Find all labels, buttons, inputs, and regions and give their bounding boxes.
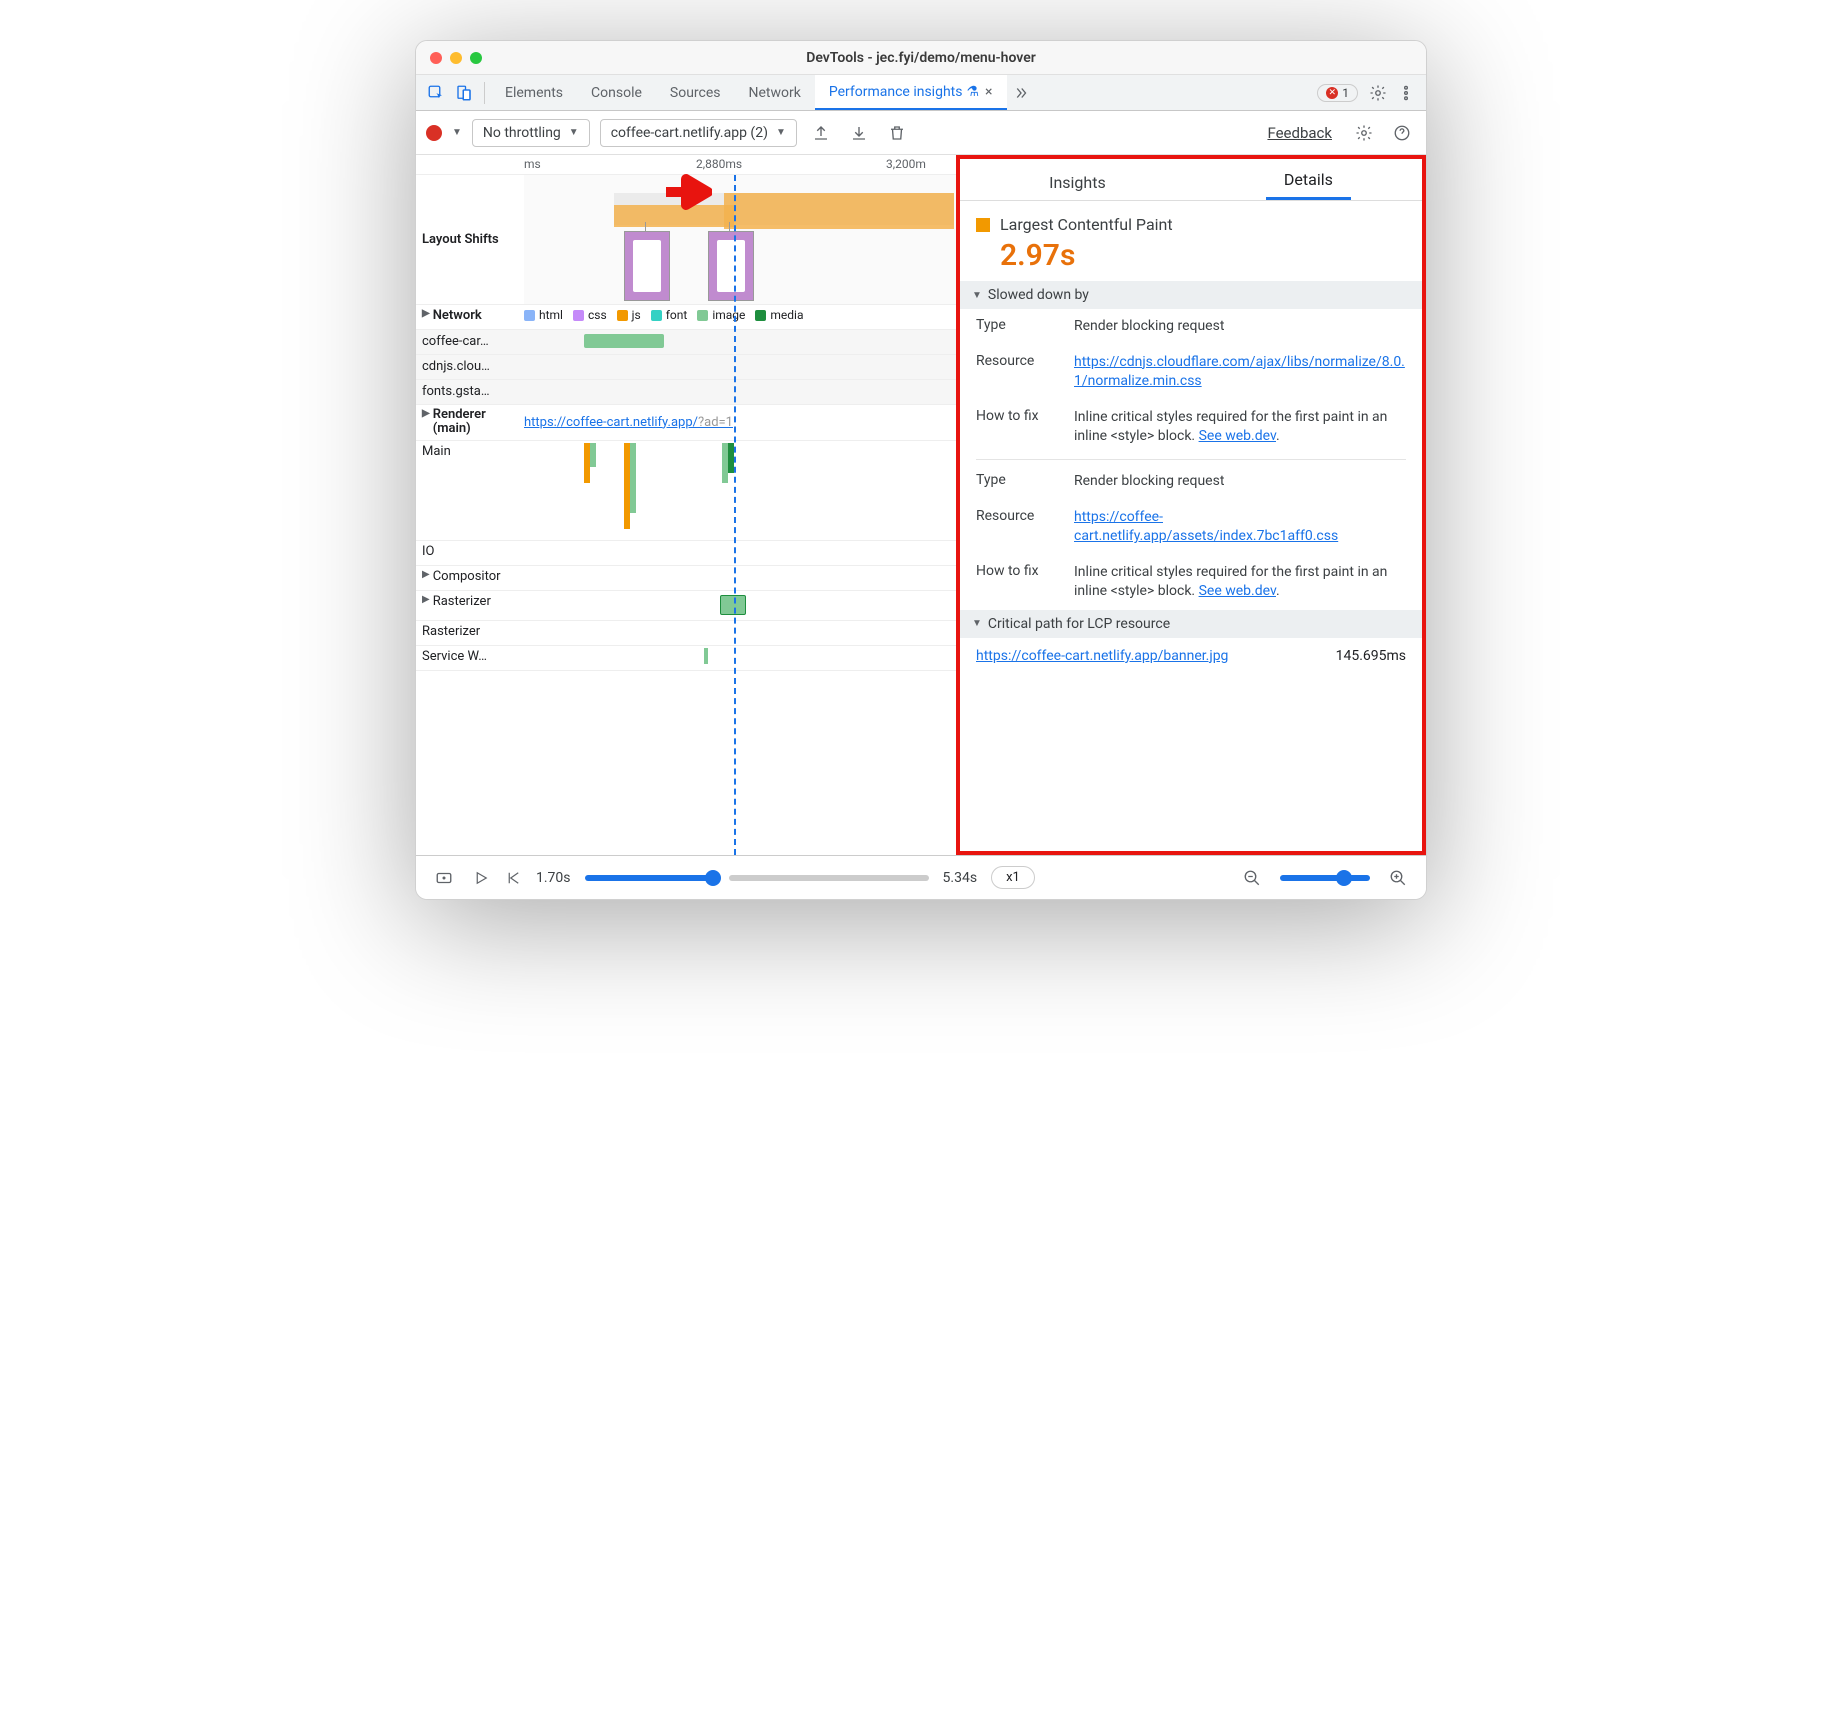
network-track-header: ▶Network html css js font image media [416,305,956,330]
settings-icon[interactable] [1364,79,1392,107]
detail-row-type: Type Render blocking request [960,309,1422,345]
maximize-window-button[interactable] [470,52,482,64]
toolbar-settings-icon[interactable] [1350,119,1378,147]
rewind-button[interactable] [504,869,522,887]
zoom-out-icon[interactable] [1238,864,1266,892]
insights-toolbar: ▼ No throttling▼ coffee-cart.netlify.app… [416,111,1426,155]
rasterizer-track[interactable]: ▶Rasterizer [416,591,956,621]
critical-path-row: https://coffee-cart.netlify.app/banner.j… [960,638,1422,674]
tab-elements[interactable]: Elements [491,75,577,110]
error-count-badge[interactable]: ✕ 1 [1317,84,1358,102]
see-webdev-link[interactable]: See web.dev [1199,428,1276,444]
preview-toggle-icon[interactable] [430,864,458,892]
network-row[interactable]: fonts.gsta… [416,380,956,405]
titlebar: DevTools - jec.fyi/demo/menu-hover [416,41,1426,75]
playback-scrubber[interactable] [585,875,715,881]
inspect-icon[interactable] [422,79,450,107]
network-legend: html css js font image media [524,305,956,325]
tab-details[interactable]: Details [1266,170,1351,200]
lcp-summary: Largest Contentful Paint 2.97s [960,201,1422,281]
details-tabs: Insights Details [960,159,1422,201]
kebab-menu-icon[interactable] [1392,79,1420,107]
detail-row-resource: Resource https://cdnjs.cloudflare.com/aj… [960,345,1422,400]
resource-link[interactable]: https://cdnjs.cloudflare.com/ajax/libs/n… [1074,354,1405,390]
renderer-track-header: ▶Renderer (main) https://coffee-cart.net… [416,405,956,441]
error-dot-icon: ✕ [1326,87,1338,99]
tab-network[interactable]: Network [735,75,815,110]
device-toggle-icon[interactable] [450,79,478,107]
more-tabs-icon[interactable] [1007,79,1035,107]
tracks: Layout Shifts ▶Network html [416,175,956,855]
critical-resource-link[interactable]: https://coffee-cart.netlify.app/banner.j… [976,648,1228,664]
record-menu-chevron[interactable]: ▼ [452,127,462,138]
tab-insights[interactable]: Insights [1031,173,1124,200]
renderer-url-link[interactable]: https://coffee-cart.netlify.app/?ad=1 [524,415,733,430]
detail-row-fix: How to fix Inline critical styles requir… [960,555,1422,610]
tab-performance-insights[interactable]: Performance insights ⚗ × [815,75,1007,110]
tab-console[interactable]: Console [577,75,656,110]
ruler-tick: ms [524,157,541,171]
ruler-tick: 2,880ms [696,157,742,171]
panel-tabbar: Elements Console Sources Network Perform… [416,75,1426,111]
critical-path-section-header[interactable]: ▼Critical path for LCP resource [960,610,1422,638]
rasterizer-track[interactable]: Rasterizer [416,621,956,646]
import-icon[interactable] [845,119,873,147]
timeline-ruler[interactable]: ms 2,880ms 3,200m [416,155,956,175]
flask-icon: ⚗ [966,84,979,100]
main-area: ms 2,880ms 3,200m LCP Layout Shifts [416,155,1426,855]
playback-start: 1.70s [536,870,571,886]
delete-icon[interactable] [883,119,911,147]
export-icon[interactable] [807,119,835,147]
main-thread-track[interactable]: Main [416,441,956,541]
detail-row-type: Type Render blocking request [960,464,1422,500]
detail-row-resource: Resource https://coffee-cart.netlify.app… [960,500,1422,555]
annotation-arrow [664,173,712,215]
minimize-window-button[interactable] [450,52,462,64]
devtools-window: DevTools - jec.fyi/demo/menu-hover Eleme… [415,40,1427,900]
slowed-down-section-header[interactable]: ▼Slowed down by [960,281,1422,309]
tab-sources[interactable]: Sources [656,75,735,110]
zoom-in-icon[interactable] [1384,864,1412,892]
record-button[interactable] [426,125,442,141]
critical-resource-time: 145.695ms [1336,648,1406,664]
playback-bar: 1.70s 5.34s x1 [416,855,1426,899]
see-webdev-link[interactable]: See web.dev [1199,583,1276,599]
playback-remainder[interactable] [729,875,929,881]
lcp-value: 2.97s [1000,238,1406,273]
playback-end: 5.34s [943,870,978,886]
close-tab-icon[interactable]: × [985,84,992,100]
throttling-dropdown[interactable]: No throttling▼ [472,119,590,147]
timeline-pane[interactable]: ms 2,880ms 3,200m LCP Layout Shifts [416,155,956,855]
network-row[interactable]: coffee-car… [416,330,956,355]
io-track[interactable]: IO [416,541,956,566]
details-pane: Insights Details Largest Contentful Pain… [956,155,1426,855]
ruler-tick: 3,200m [886,157,926,171]
zoom-slider[interactable] [1280,875,1370,881]
feedback-link[interactable]: Feedback [1267,124,1332,142]
network-row[interactable]: cdnjs.clou… [416,355,956,380]
recording-dropdown[interactable]: coffee-cart.netlify.app (2)▼ [600,119,797,147]
lcp-color-swatch [976,218,990,232]
traffic-lights [430,52,482,64]
service-worker-track[interactable]: Service W… [416,646,956,671]
playhead-line[interactable] [734,175,736,855]
resource-link[interactable]: https://coffee-cart.netlify.app/assets/i… [1074,509,1338,545]
help-icon[interactable] [1388,119,1416,147]
close-window-button[interactable] [430,52,442,64]
zoom-level[interactable]: x1 [991,866,1035,889]
layout-shifts-label: Layout Shifts [416,175,524,304]
thumbnail[interactable] [708,231,754,301]
detail-row-fix: How to fix Inline critical styles requir… [960,400,1422,455]
thumbnail[interactable] [624,231,670,301]
window-title: DevTools - jec.fyi/demo/menu-hover [416,50,1426,66]
compositor-track[interactable]: ▶Compositor [416,566,956,591]
play-button[interactable] [472,869,490,887]
